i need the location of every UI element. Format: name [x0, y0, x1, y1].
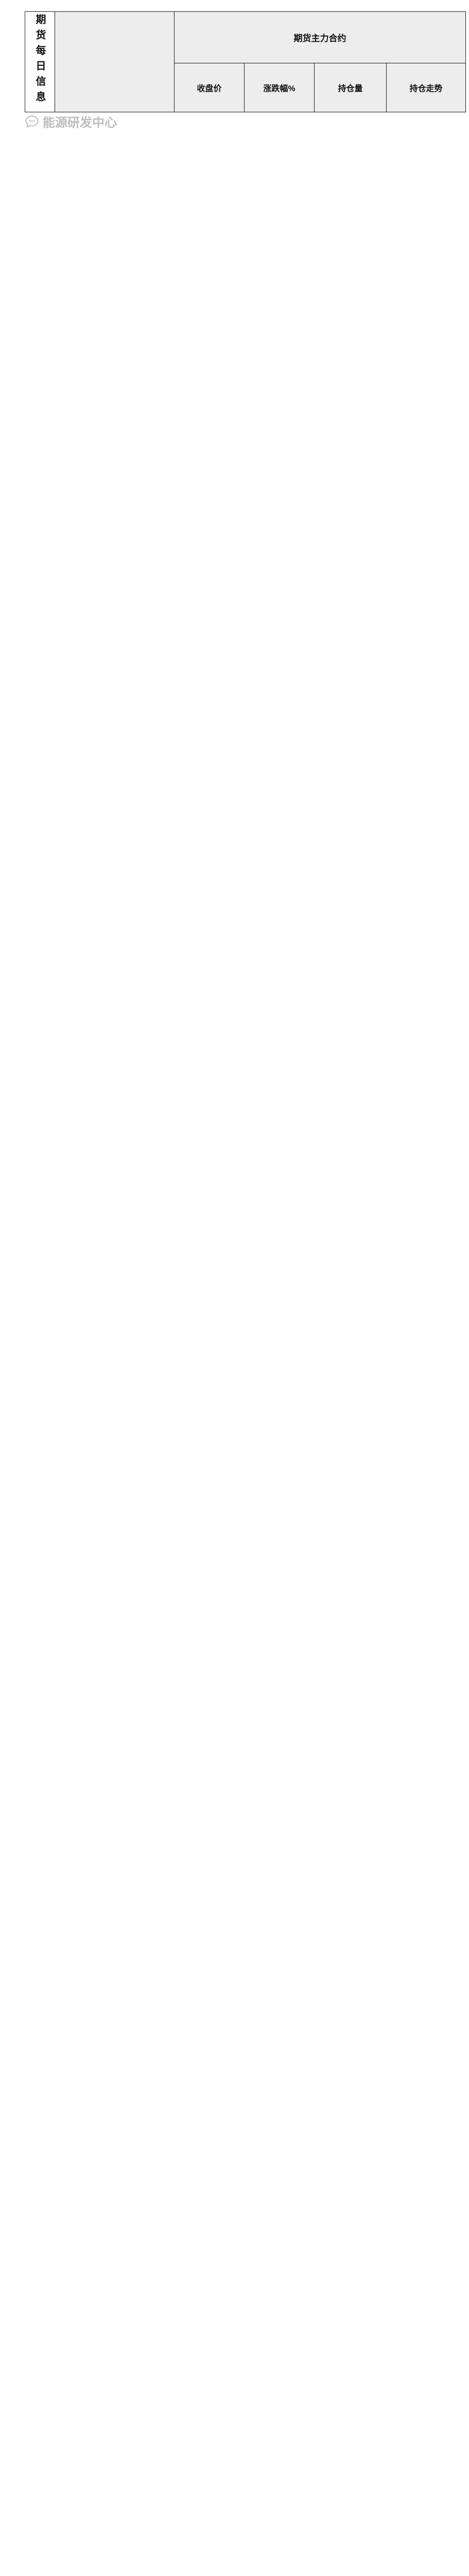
col-open-interest: 持仓量 [314, 62, 387, 113]
table-side-title: 期货每日信息 [25, 11, 55, 112]
column-header-row: 收盘价 涨跌幅% 持仓量 持仓走势 [25, 62, 466, 113]
col-position-trend: 持仓走势 [386, 62, 466, 113]
side-title-text: 期货每日信息 [34, 14, 45, 107]
futures-table: 期货每日信息 期货主力合约 收盘价 涨跌幅% 持仓量 持仓走势 [25, 11, 466, 113]
group-header: 期货主力合约 [174, 11, 466, 63]
col-close: 收盘价 [174, 62, 245, 113]
energy-center-watermark: 能源研发中心 [25, 112, 117, 130]
col-change: 涨跌幅% [244, 62, 315, 113]
name-column-header [55, 11, 175, 112]
chat-bubble-icon [25, 115, 39, 128]
futures-table-wrap: 期货每日信息 期货主力合约 收盘价 涨跌幅% 持仓量 持仓走势 能源研发中心 [25, 11, 466, 130]
